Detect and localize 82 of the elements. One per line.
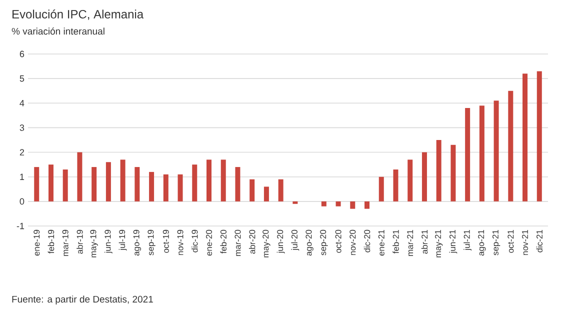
bar <box>120 160 126 202</box>
y-tick-label: 2 <box>20 149 24 156</box>
bar <box>106 162 111 202</box>
bar <box>77 152 82 202</box>
bar <box>536 71 542 202</box>
bar <box>34 167 40 202</box>
y-tick-label: -1 <box>16 222 24 230</box>
x-tick-label: sep-19 <box>148 230 156 256</box>
bar <box>378 176 384 202</box>
bar <box>350 201 356 209</box>
bar <box>292 201 298 204</box>
bar <box>92 167 97 202</box>
x-tick-label: feb-19 <box>48 230 54 254</box>
chart-subtitle: % variación interanual <box>12 28 104 35</box>
x-tick-label: oct-21 <box>508 230 514 253</box>
x-tick-label: dic-19 <box>192 230 198 252</box>
y-tick-label: 5 <box>20 75 24 82</box>
y-tick-label: 3 <box>20 124 24 131</box>
bar <box>163 174 168 202</box>
bar <box>479 106 484 202</box>
y-tick-label: 4 <box>20 100 24 106</box>
x-tick-label: oct-19 <box>162 230 169 253</box>
x-tick-label: jun-21 <box>449 230 458 254</box>
x-tick-label: ene-19 <box>34 230 40 256</box>
bar <box>393 169 398 202</box>
bar <box>450 144 456 202</box>
bar <box>235 167 240 202</box>
y-tick-label: 0 <box>20 198 24 205</box>
bar <box>364 201 370 209</box>
x-tick-label: mar-21 <box>407 230 414 256</box>
x-tick-label: jun-19 <box>104 230 112 254</box>
x-tick-label: ago-21 <box>478 230 486 256</box>
x-tick-label: ago-20 <box>306 230 314 256</box>
bar <box>149 172 154 202</box>
bar <box>250 179 255 202</box>
x-tick-label: abr-19 <box>76 230 83 254</box>
x-tick-label: mar-19 <box>62 230 68 256</box>
x-tick-label: oct-20 <box>335 230 342 253</box>
chart-title: Evolución IPC, Alemania <box>12 10 144 20</box>
bar <box>62 169 68 202</box>
bar <box>278 179 284 202</box>
x-tick-label: nov-19 <box>177 230 184 255</box>
bar <box>220 160 226 202</box>
bar <box>508 90 514 202</box>
x-tick-label: dic-20 <box>364 230 370 252</box>
x-tick-label: nov-21 <box>522 230 528 255</box>
y-tick-label: 6 <box>20 50 24 58</box>
x-tick-label: may-20 <box>262 230 270 258</box>
bar <box>336 201 341 206</box>
bar <box>465 108 470 202</box>
bar <box>321 201 326 206</box>
x-tick-label: sep-20 <box>320 230 328 256</box>
x-tick-label: abr-20 <box>248 230 256 254</box>
bar <box>522 74 528 202</box>
bar <box>192 164 198 202</box>
bar <box>206 160 212 202</box>
bar <box>178 174 183 202</box>
bar <box>408 160 413 202</box>
x-tick-label: ene-20 <box>206 230 212 256</box>
x-tick-label: jul-21 <box>464 230 472 251</box>
bar <box>134 167 140 202</box>
x-tick-label: jun-20 <box>276 230 285 254</box>
x-tick-label: abr-21 <box>421 230 428 254</box>
x-tick-label: jul-20 <box>291 230 300 251</box>
bar <box>264 186 269 202</box>
x-tick-label: mar-20 <box>234 230 241 256</box>
x-tick-label: ago-19 <box>133 230 142 256</box>
x-tick-label: may-21 <box>434 230 443 258</box>
x-tick-label: jul-19 <box>118 230 127 251</box>
source-note: Fuente: a partir de Destatis, 2021 <box>12 296 153 304</box>
x-tick-label: ene-21 <box>378 230 384 256</box>
x-tick-label: sep-21 <box>492 230 500 256</box>
bar <box>48 164 54 202</box>
bar <box>436 140 442 202</box>
x-tick-label: feb-21 <box>392 230 399 254</box>
bar <box>494 100 499 202</box>
x-tick-label: feb-20 <box>220 230 226 254</box>
y-tick-label: 1 <box>20 174 24 180</box>
x-tick-label: nov-20 <box>350 230 356 255</box>
x-tick-label: may-19 <box>90 230 98 258</box>
x-tick-label: dic-21 <box>536 230 543 252</box>
bar <box>422 152 427 202</box>
